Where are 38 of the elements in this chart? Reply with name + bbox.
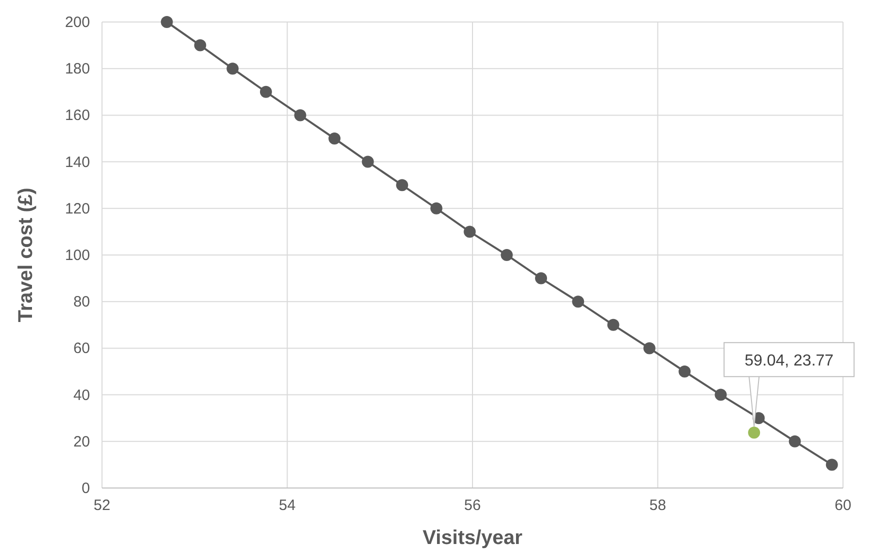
y-tick-label: 40 [73,386,90,404]
annotation: 59.04, 23.77 [744,352,834,370]
y-tick-label: 140 [64,154,90,171]
y-tick-label: 120 [64,200,90,218]
point [430,202,442,214]
y-tick-label: 0 [82,480,90,497]
point [194,39,206,52]
point [500,249,513,261]
y-tick-label: 60 [73,340,90,358]
y-tick-label: 100 [64,247,90,264]
point [396,179,408,192]
x-tick-label: 58 [649,497,666,514]
point [643,342,656,354]
point [362,156,374,168]
y-tick-label: 160 [64,107,90,124]
x-axis-title: Visits/year [422,527,523,549]
y-tick-label: 20 [73,433,90,450]
point [226,62,239,75]
y-axis-title: Travel cost (£) [15,188,37,322]
y-tick-label: 180 [64,60,90,78]
point [607,318,620,331]
point [572,296,584,308]
point [535,272,548,284]
point [826,458,838,471]
point [714,388,727,401]
x-tick-label: 56 [464,497,481,514]
point [294,109,306,122]
point [160,16,173,28]
x-tick-label: 60 [834,497,852,514]
point [788,435,801,448]
x-tick-label: 52 [94,497,110,514]
x-tick-label: 54 [278,497,296,514]
point [328,132,340,144]
point [678,366,691,378]
y-tick-label: 80 [73,294,90,311]
point [464,226,476,238]
point [260,86,272,98]
y-tick-label: 200 [64,14,90,31]
